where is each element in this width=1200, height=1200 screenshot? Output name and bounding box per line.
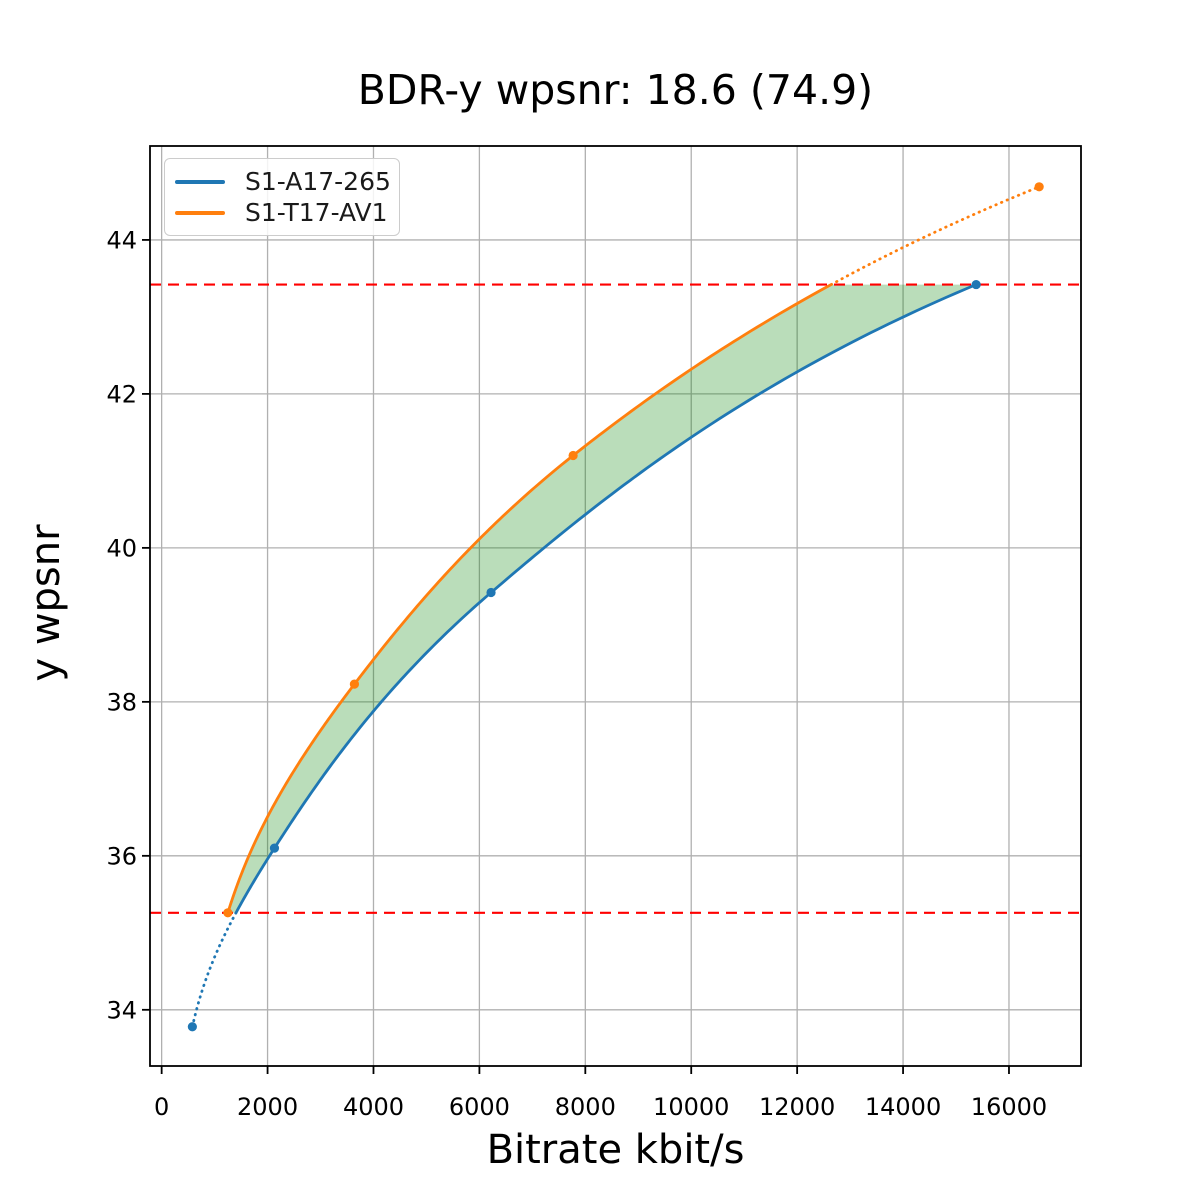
curve-s1-a17-265-extrapolated (190, 911, 238, 1029)
curve-s1-t17-av1-extrapolated (829, 185, 1041, 286)
data-point-s1-a17-265 (486, 587, 496, 598)
data-point-s1-t17-av1 (349, 679, 360, 689)
curve-s1-t17-av1 (226, 283, 832, 914)
y-axis-label: y wpsnr (23, 524, 69, 682)
legend-label: S1-T17-AV1 (245, 198, 388, 227)
x-tick-label: 10000 (653, 1093, 729, 1121)
x-axis-label: Bitrate kbit/s (486, 1127, 745, 1173)
legend-line-swatch-blue (175, 179, 225, 184)
data-point-s1-t17-av1 (568, 450, 578, 461)
data-point-s1-t17-av1 (223, 908, 233, 918)
data-point-s1-t17-av1 (1034, 182, 1044, 192)
bd-overlap-fill (227, 284, 977, 913)
legend-entry: S1-T17-AV1 (175, 200, 389, 225)
x-tick-label: 8000 (555, 1093, 616, 1121)
curve-s1-a17-265 (234, 283, 977, 914)
data-point-s1-a17-265 (187, 1022, 197, 1032)
y-tick-label: 34 (106, 996, 137, 1024)
data-point-s1-a17-265 (269, 843, 280, 853)
data-point-s1-a17-265 (971, 279, 981, 290)
x-tick-label: 16000 (971, 1093, 1047, 1121)
y-tick-label: 40 (106, 534, 137, 562)
y-tick-label: 38 (106, 688, 137, 716)
legend-label: S1-A17-265 (245, 167, 391, 196)
x-tick-label: 12000 (759, 1093, 835, 1121)
x-tick-label: 2000 (237, 1093, 298, 1121)
y-tick-label: 42 (106, 380, 137, 408)
y-tick-label: 36 (106, 842, 137, 870)
legend-entry: S1-A17-265 (175, 167, 391, 196)
x-tick-label: 6000 (449, 1093, 510, 1121)
chart-title: BDR-y wpsnr: 18.6 (74.9) (357, 66, 874, 114)
x-tick-label: 14000 (865, 1093, 941, 1121)
legend: S1-A17-265 S1-T17-AV1 (164, 158, 400, 236)
x-tick-label: 0 (154, 1093, 169, 1121)
x-tick-label: 4000 (343, 1093, 404, 1121)
plot-border (149, 145, 1082, 1067)
legend-line-swatch-orange (175, 210, 225, 215)
y-tick-label: 44 (106, 226, 137, 254)
